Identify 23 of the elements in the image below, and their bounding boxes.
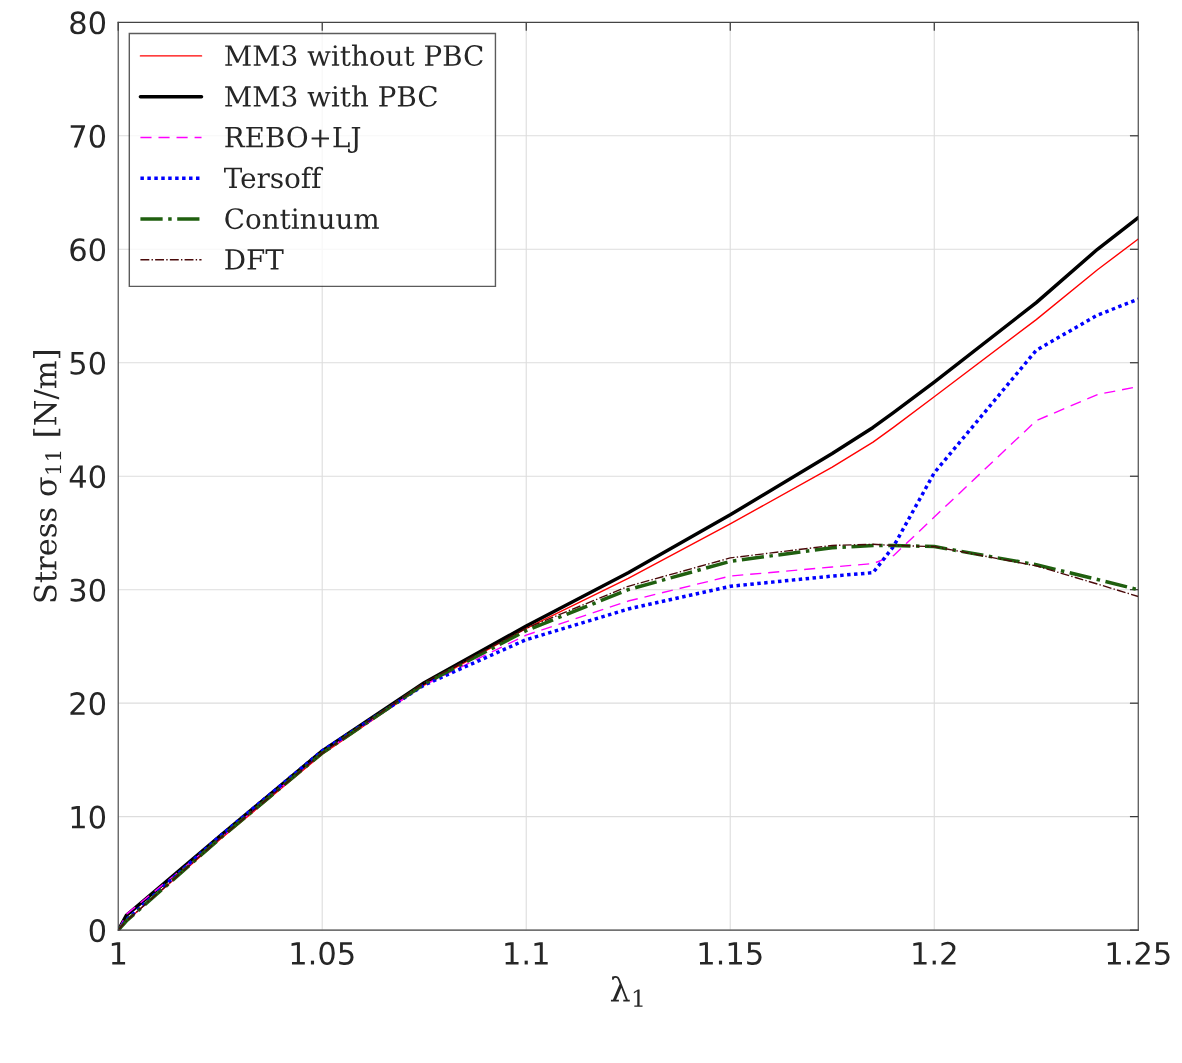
y-tick-label: 40: [69, 465, 106, 489]
legend-label: Continuum: [225, 208, 379, 230]
y-tick-label: 30: [70, 578, 106, 602]
y-tick-label: 0: [89, 919, 106, 943]
legend-label: MM3 without PBC: [225, 44, 483, 67]
legend-label: Tersoff: [224, 166, 324, 189]
legend-label: DFT: [225, 249, 284, 270]
y-tick-label: 60: [70, 238, 106, 262]
x-tick-label: 1.15: [699, 942, 762, 965]
x-tick-label: 1.1: [505, 942, 548, 965]
x-tick-label: 1.2: [913, 941, 956, 965]
y-tick-label: 80: [70, 11, 106, 35]
y-tick-label: 20: [70, 692, 106, 716]
legend-label: REBO+LJ: [225, 126, 361, 153]
x-tick-label: 1.25: [1107, 941, 1170, 965]
x-tick-label: 1.05: [291, 941, 354, 965]
y-tick-label: 70: [70, 124, 106, 148]
y-axis-title: Stress σ$_{11}$ [N/m]: [33, 351, 62, 602]
y-tick-label: 50: [70, 351, 106, 375]
legend-label: MM3 with PBC: [225, 85, 437, 107]
x-tick-label: 1: [111, 942, 126, 965]
x-axis-title: λ$_{1}$: [610, 976, 643, 1007]
y-tick-label: 10: [71, 805, 106, 829]
